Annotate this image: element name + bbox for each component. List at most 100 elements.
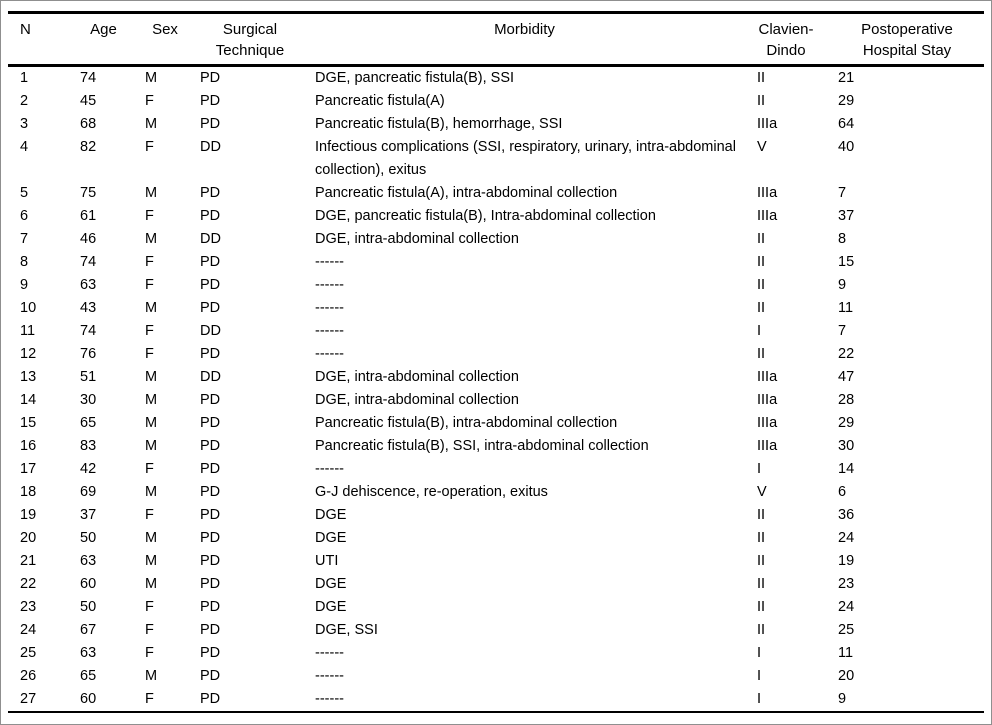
cell-hospital-stay: 40 bbox=[838, 139, 855, 155]
cell-hospital-stay: 19 bbox=[838, 553, 855, 569]
cell-sex: F bbox=[145, 622, 154, 638]
cell-age: 74 bbox=[80, 323, 97, 339]
cell-surgical-technique: PD bbox=[200, 576, 221, 592]
cell-age: 46 bbox=[80, 231, 97, 247]
table-header: N Age Sex Surgical Technique Morbidity C… bbox=[8, 12, 984, 67]
table-row: 5 75 M PD Pancreatic fistula(A), intra-a… bbox=[8, 182, 984, 205]
cell-surgical-technique: PD bbox=[200, 622, 221, 638]
table-row: 10 43 M PD ------ II 11 bbox=[8, 297, 984, 320]
cell-sex: M bbox=[145, 70, 158, 86]
cell-n: 22 bbox=[20, 576, 37, 592]
cell-morbidity: DGE, pancreatic fistula(B), Intra-abdomi… bbox=[315, 208, 656, 224]
cell-n: 15 bbox=[20, 415, 37, 431]
cell-sex: F bbox=[145, 691, 154, 707]
table-row: 23 50 F PD DGE II 24 bbox=[8, 596, 984, 619]
cell-hospital-stay: 11 bbox=[838, 645, 854, 661]
cell-clavien-dindo: IIIa bbox=[757, 116, 778, 132]
cell-n: 12 bbox=[20, 346, 37, 362]
cell-morbidity: ------ bbox=[315, 645, 344, 661]
cell-age: 74 bbox=[80, 70, 97, 86]
cell-morbidity: UTI bbox=[315, 553, 339, 569]
cell-sex: M bbox=[145, 392, 158, 408]
table-row: 6 61 F PD DGE, pancreatic fistula(B), In… bbox=[8, 205, 984, 228]
cell-age: 51 bbox=[80, 369, 97, 385]
cell-age: 63 bbox=[80, 553, 97, 569]
cell-age: 50 bbox=[80, 599, 97, 615]
cell-age: 74 bbox=[80, 254, 97, 270]
cell-age: 63 bbox=[80, 645, 97, 661]
cell-clavien-dindo: I bbox=[757, 323, 762, 339]
cell-morbidity: ------ bbox=[315, 461, 344, 477]
cell-morbidity: Pancreatic fistula(A), intra-abdominal c… bbox=[315, 185, 618, 201]
table-row: 16 83 M PD Pancreatic fistula(B), SSI, i… bbox=[8, 435, 984, 458]
table-row: 19 37 F PD DGE II 36 bbox=[8, 504, 984, 527]
cell-age: 68 bbox=[80, 116, 97, 132]
table-row: 14 30 M PD DGE, intra-abdominal collecti… bbox=[8, 389, 984, 412]
cell-sex: F bbox=[145, 599, 154, 615]
cell-hospital-stay: 20 bbox=[838, 668, 855, 684]
cell-hospital-stay: 7 bbox=[838, 185, 847, 201]
table-row: 12 76 F PD ------ II 22 bbox=[8, 343, 984, 366]
cell-clavien-dindo: II bbox=[757, 231, 766, 247]
cell-n: 14 bbox=[20, 392, 37, 408]
cell-hospital-stay: 25 bbox=[838, 622, 855, 638]
cell-n: 1 bbox=[20, 70, 29, 86]
cell-clavien-dindo: I bbox=[757, 668, 762, 684]
cell-age: 30 bbox=[80, 392, 97, 408]
cell-clavien-dindo: IIIa bbox=[757, 415, 778, 431]
cell-morbidity: DGE, pancreatic fistula(B), SSI bbox=[315, 70, 515, 86]
table-row: 27 60 F PD ------ I 9 bbox=[8, 688, 984, 712]
cell-surgical-technique: DD bbox=[200, 231, 221, 247]
cell-morbidity: Pancreatic fistula(B), hemorrhage, SSI bbox=[315, 116, 563, 132]
cell-morbidity: DGE bbox=[315, 576, 347, 592]
table-row: 18 69 M PD G-J dehiscence, re-operation,… bbox=[8, 481, 984, 504]
cell-sex: F bbox=[145, 507, 154, 523]
cell-clavien-dindo: I bbox=[757, 645, 762, 661]
cell-n: 26 bbox=[20, 668, 37, 684]
table-row: 9 63 F PD ------ II 9 bbox=[8, 274, 984, 297]
cell-surgical-technique: PD bbox=[200, 530, 221, 546]
cell-hospital-stay: 30 bbox=[838, 438, 855, 454]
cell-hospital-stay: 36 bbox=[838, 507, 855, 523]
cell-age: 65 bbox=[80, 668, 97, 684]
cell-morbidity: ------ bbox=[315, 691, 344, 707]
cell-morbidity: ------ bbox=[315, 277, 344, 293]
cell-morbidity: DGE bbox=[315, 507, 347, 523]
cell-sex: M bbox=[145, 300, 158, 316]
cell-surgical-technique: PD bbox=[200, 392, 221, 408]
cell-age: 76 bbox=[80, 346, 97, 362]
cell-morbidity: DGE bbox=[315, 599, 347, 615]
cell-clavien-dindo: I bbox=[757, 691, 762, 707]
table-row: 3 68 M PD Pancreatic fistula(B), hemorrh… bbox=[8, 113, 984, 136]
cell-hospital-stay: 29 bbox=[838, 93, 855, 109]
cell-hospital-stay: 14 bbox=[838, 461, 855, 477]
cell-sex: M bbox=[145, 668, 158, 684]
cell-n: 5 bbox=[20, 185, 29, 201]
table-row: 22 60 M PD DGE II 23 bbox=[8, 573, 984, 596]
cell-n: 24 bbox=[20, 622, 37, 638]
table-row: 8 74 F PD ------ II 15 bbox=[8, 251, 984, 274]
cell-clavien-dindo: II bbox=[757, 70, 766, 86]
cell-n: 9 bbox=[20, 277, 29, 293]
cell-sex: F bbox=[145, 277, 154, 293]
cell-surgical-technique: PD bbox=[200, 254, 221, 270]
cell-age: 61 bbox=[80, 208, 97, 224]
cell-sex: M bbox=[145, 438, 158, 454]
cell-surgical-technique: DD bbox=[200, 323, 221, 339]
patient-morbidity-table: N Age Sex Surgical Technique Morbidity C… bbox=[8, 11, 984, 713]
table-row: 2 45 F PD Pancreatic fistula(A) II 29 bbox=[8, 90, 984, 113]
cell-age: 60 bbox=[80, 691, 97, 707]
cell-hospital-stay: 47 bbox=[838, 369, 855, 385]
cell-n: 6 bbox=[20, 208, 29, 224]
cell-n: 11 bbox=[20, 323, 36, 339]
column-header-morbidity: Morbidity bbox=[307, 12, 742, 67]
table-row: 11 74 F DD ------ I 7 bbox=[8, 320, 984, 343]
cell-sex: F bbox=[145, 254, 154, 270]
cell-clavien-dindo: II bbox=[757, 254, 766, 270]
cell-hospital-stay: 9 bbox=[838, 691, 847, 707]
cell-sex: M bbox=[145, 553, 158, 569]
cell-sex: F bbox=[145, 208, 154, 224]
cell-n: 10 bbox=[20, 300, 37, 316]
cell-surgical-technique: PD bbox=[200, 346, 221, 362]
cell-morbidity: Pancreatic fistula(B), intra-abdominal c… bbox=[315, 415, 618, 431]
